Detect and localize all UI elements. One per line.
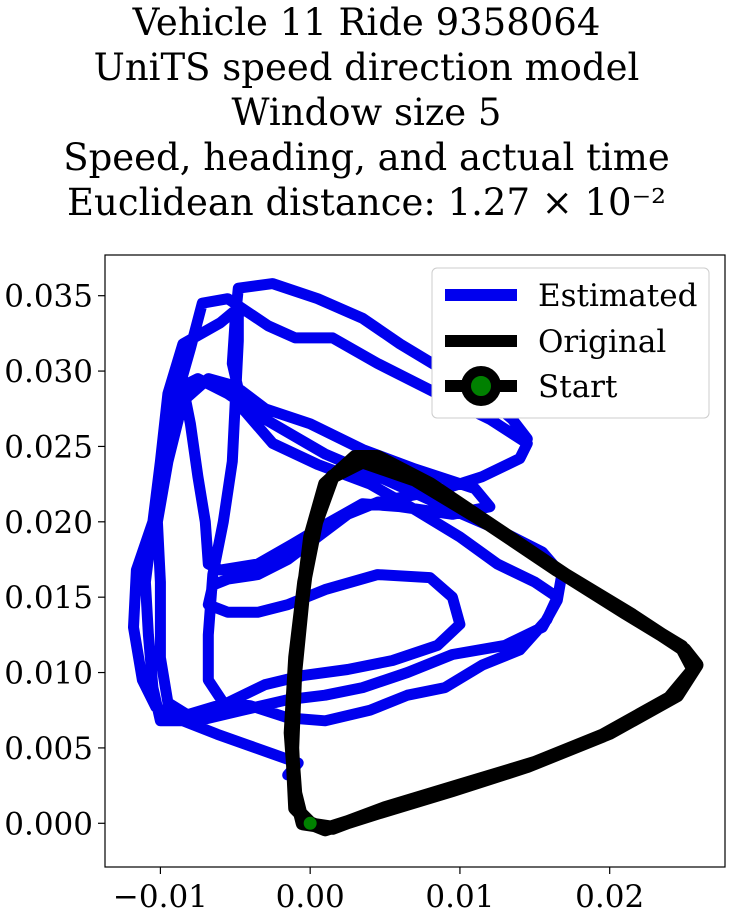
start-marker-point [303,816,317,830]
x-tick-label: 0.02 [575,879,644,915]
title-line-5: Euclidean distance: 1.27 × 10⁻² [67,181,666,224]
title-line-1: Vehicle 11 Ride 9358064 [132,1,601,44]
legend-label-start: Start [538,369,618,405]
y-tick-label: 0.025 [4,429,93,465]
y-tick-label: 0.035 [4,279,93,315]
y-tick-label: 0.005 [4,731,93,767]
legend-label-original: Original [538,324,666,360]
plot-frame [104,254,726,868]
y-tick-label: 0.020 [4,505,93,541]
series-line-original [283,450,704,837]
x-tick-label: 0.00 [276,879,345,915]
legend: Estimated Original Start [431,267,710,419]
y-axis: 0.000 0.005 0.010 0.015 0.020 0.025 0.030 0.035 [4,279,105,842]
series-layer [128,278,704,837]
title-line-2: UniTS speed direction model [93,46,640,89]
chart-title: Vehicle 11 Ride 9358064 UniTS speed dire… [0,0,733,225]
y-tick-label: 0.030 [4,354,93,390]
x-tick-label: −0.01 [113,879,208,915]
title-line-3: Window size 5 [231,91,502,134]
legend-label-estimated: Estimated [538,278,697,314]
legend-swatch-start-marker [461,366,501,406]
y-tick-label: 0.015 [4,580,93,616]
x-tick-label: 0.01 [425,879,494,915]
y-tick-label: 0.010 [4,656,93,692]
series-line-estimated [128,278,568,781]
x-axis: −0.01 0.00 0.01 0.02 [113,867,644,915]
title-line-4: Speed, heading, and actual time [63,136,670,179]
y-tick-label: 0.000 [4,806,93,842]
